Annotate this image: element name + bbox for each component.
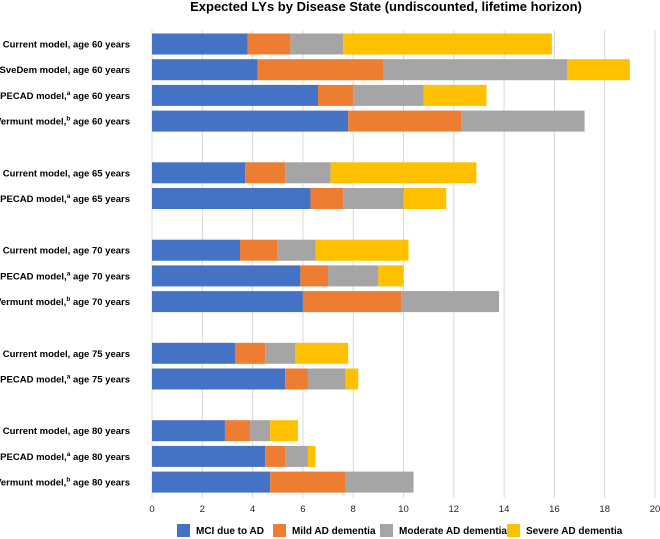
category-label: Current model, age 60 years xyxy=(3,40,130,51)
bar-segment-moderate-ad-dementia xyxy=(328,265,379,287)
bar-segment-moderate-ad-dementia xyxy=(345,471,414,493)
x-tick-label: 4 xyxy=(250,504,255,515)
bar-segment-severe-ad-dementia xyxy=(315,239,409,261)
legend-label: MCI due to AD xyxy=(196,526,264,537)
bar-segment-moderate-ad-dementia xyxy=(265,342,296,364)
x-tick-label: 0 xyxy=(149,504,154,515)
category-label: IPECAD model,a age 75 years xyxy=(0,374,130,386)
x-tick-label: 2 xyxy=(200,504,205,515)
legend-label: Mild AD dementia xyxy=(292,526,376,537)
bar-segment-mci-due-to-ad xyxy=(152,162,246,184)
bar-segment-mild-ad-dementia xyxy=(285,368,308,390)
gridlines xyxy=(151,30,656,498)
bar-segment-mci-due-to-ad xyxy=(152,188,311,209)
bar-segment-severe-ad-dementia xyxy=(423,84,487,106)
bar-segment-moderate-ad-dementia xyxy=(461,110,585,132)
x-tick-label: 8 xyxy=(351,504,356,515)
bar-segment-mild-ad-dementia xyxy=(265,445,286,467)
bar-segment-moderate-ad-dementia xyxy=(307,368,346,390)
bar-segment-mild-ad-dementia xyxy=(302,291,401,313)
category-label: IPECAD model,a age 60 years xyxy=(0,90,130,102)
bar-segment-mild-ad-dementia xyxy=(270,471,346,493)
category-label: IPECAD model,a age 65 years xyxy=(0,193,130,205)
bar-segment-moderate-ad-dementia xyxy=(353,84,424,106)
bar-segment-mild-ad-dementia xyxy=(310,188,344,209)
bar-segment-severe-ad-dementia xyxy=(307,445,316,467)
bar-segment-severe-ad-dementia xyxy=(270,420,298,442)
bar-segment-mci-due-to-ad xyxy=(152,33,248,55)
bar-segment-mci-due-to-ad xyxy=(152,471,271,493)
bar-segment-mild-ad-dementia xyxy=(247,33,291,55)
category-label: Vermunt model,b age 60 years xyxy=(0,116,130,128)
bar-segment-severe-ad-dementia xyxy=(345,368,359,390)
bar-segment-mild-ad-dementia xyxy=(300,265,329,287)
x-tick-label: 12 xyxy=(449,504,460,515)
bar-segment-mild-ad-dementia xyxy=(317,84,354,106)
category-label: Current model, age 80 years xyxy=(3,426,130,437)
bar-segment-severe-ad-dementia xyxy=(295,342,349,364)
legend-label: Moderate AD dementia xyxy=(399,526,507,537)
bar-segment-mci-due-to-ad xyxy=(152,239,241,261)
bar-segment-severe-ad-dementia xyxy=(330,162,477,184)
bar-segment-moderate-ad-dementia xyxy=(250,420,271,442)
category-label: Current model, age 65 years xyxy=(3,168,130,179)
bar-segment-mild-ad-dementia xyxy=(257,59,384,81)
bar-segment-mci-due-to-ad xyxy=(152,84,318,106)
bar-segment-moderate-ad-dementia xyxy=(343,188,404,209)
bar-segment-mci-due-to-ad xyxy=(152,59,258,81)
x-tick-label: 14 xyxy=(499,504,510,515)
bar-segment-moderate-ad-dementia xyxy=(277,239,316,261)
bar-segment-moderate-ad-dementia xyxy=(285,445,308,467)
legend-swatch xyxy=(380,524,393,537)
legend-swatch xyxy=(507,524,520,537)
bar-segment-mci-due-to-ad xyxy=(152,368,286,390)
bar-segment-mci-due-to-ad xyxy=(152,265,301,287)
chart-title: Expected LYs by Disease State (undiscoun… xyxy=(190,0,582,14)
bar-segment-moderate-ad-dementia xyxy=(400,291,500,313)
bar-segment-mild-ad-dementia xyxy=(240,239,278,261)
bar-segment-severe-ad-dementia xyxy=(343,33,552,55)
x-tick-label: 10 xyxy=(398,504,409,515)
category-label: Current model, age 70 years xyxy=(3,246,130,257)
bar-segment-moderate-ad-dementia xyxy=(285,162,331,184)
bar-segment-moderate-ad-dementia xyxy=(290,33,344,55)
bar-segment-mild-ad-dementia xyxy=(348,110,462,132)
bar-segment-mild-ad-dementia xyxy=(224,420,251,442)
bar-segment-mild-ad-dementia xyxy=(234,342,266,364)
category-label: IPECAD model,a age 80 years xyxy=(0,451,130,463)
x-tick-label: 16 xyxy=(549,504,560,515)
category-label: Current model, age 75 years xyxy=(3,349,130,360)
category-label: Vermunt model,b age 70 years xyxy=(0,296,130,308)
category-label: IPECAD model,a age 70 years xyxy=(0,270,130,282)
bar-segment-severe-ad-dementia xyxy=(566,59,630,81)
x-tick-label: 20 xyxy=(650,504,660,515)
category-labels: Current model, age 60 years SveDem model,… xyxy=(0,40,130,489)
bar-segment-mild-ad-dementia xyxy=(245,162,286,184)
bar-segment-mci-due-to-ad xyxy=(152,291,303,313)
bar-segment-mci-due-to-ad xyxy=(152,342,235,364)
x-tick-label: 18 xyxy=(599,504,610,515)
bar-segment-severe-ad-dementia xyxy=(378,265,404,287)
bar-segment-moderate-ad-dementia xyxy=(383,59,567,81)
legend-swatch xyxy=(177,524,190,537)
bar-segment-severe-ad-dementia xyxy=(403,188,447,209)
legend: MCI due to AD Mild AD dementia Moderate AD… xyxy=(177,524,623,537)
category-label: SveDem model, age 60 years xyxy=(0,65,130,76)
category-label: Vermunt model,b age 80 years xyxy=(0,477,130,489)
x-tick-label: 6 xyxy=(300,504,305,515)
bar-segment-mci-due-to-ad xyxy=(152,110,349,132)
legend-label: Severe AD dementia xyxy=(526,526,623,537)
bar-segment-mci-due-to-ad xyxy=(152,445,266,467)
legend-swatch xyxy=(273,524,286,537)
bars xyxy=(152,33,630,493)
bar-segment-mci-due-to-ad xyxy=(152,420,225,442)
x-axis-ticks: 0 2 4 6 8 10 12 14 16 18 20 xyxy=(149,504,660,515)
